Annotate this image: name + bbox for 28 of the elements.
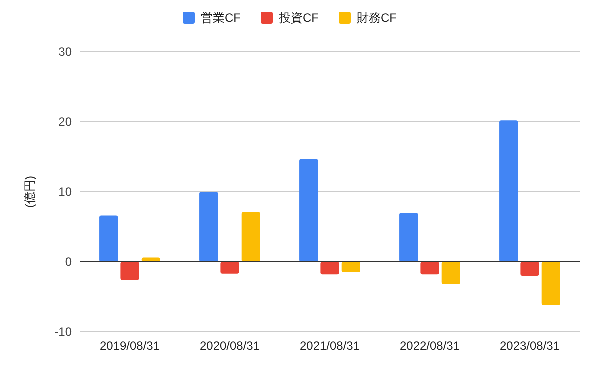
y-axis-title: (億円): [23, 176, 37, 208]
x-tick-label: 2021/08/31: [300, 339, 360, 353]
y-tick-label: -10: [54, 325, 72, 340]
bar: [542, 262, 560, 306]
bar: [242, 212, 260, 262]
legend-label: 財務CF: [357, 11, 397, 25]
bar: [342, 262, 360, 272]
legend-label: 営業CF: [201, 11, 241, 25]
bar: [442, 262, 460, 284]
y-tick-label: 30: [58, 45, 72, 60]
bar: [420, 262, 440, 275]
bar: [520, 262, 540, 276]
y-tick-label: 10: [58, 185, 72, 200]
bar: [500, 120, 518, 262]
x-tick-label: 2019/08/31: [100, 339, 160, 353]
bar: [120, 262, 140, 280]
y-tick-label: 20: [58, 115, 72, 130]
bar: [100, 216, 118, 262]
x-tick-label: 2020/08/31: [200, 339, 260, 353]
x-tick-label: 2022/08/31: [400, 339, 460, 353]
y-tick-label: 0: [65, 255, 72, 270]
x-tick-label: 2023/08/31: [500, 339, 560, 353]
bar: [300, 159, 318, 262]
bar: [220, 262, 240, 274]
bar: [200, 192, 218, 262]
legend-label: 投資CF: [278, 11, 319, 25]
bar: [400, 213, 418, 262]
bar: [320, 262, 340, 275]
